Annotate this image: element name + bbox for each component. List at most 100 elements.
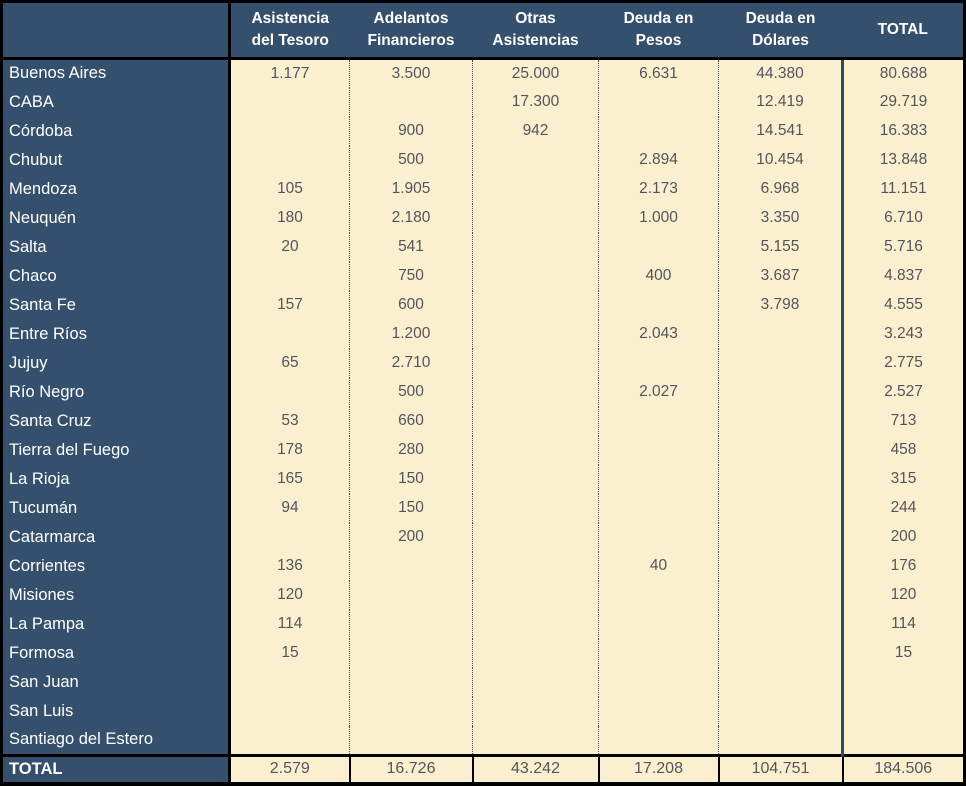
province-name: San Luis [1,696,231,726]
value-cell: 458 [841,435,965,465]
value-cell [349,551,473,581]
value-cell [229,696,350,726]
table-row: Salta 20 541 5.155 5.716 [1,232,965,262]
value-cell [598,232,719,262]
value-cell [598,493,719,523]
value-cell [841,667,965,697]
value-cell [598,464,719,494]
value-cell [229,116,350,146]
value-cell [472,435,599,465]
value-cell [472,232,599,262]
value-cell: 600 [349,290,473,320]
province-name: Córdoba [1,116,231,146]
value-cell [349,87,473,117]
header-row: Asistencia del Tesoro Adelantos Financie… [1,1,965,60]
value-cell: 20 [229,232,350,262]
value-cell [598,348,719,378]
value-cell: 3.500 [349,58,473,88]
value-cell: 3.350 [718,203,843,233]
value-cell: 40 [598,551,719,581]
value-cell: 11.151 [841,174,965,204]
value-cell: 280 [349,435,473,465]
value-cell: 2.180 [349,203,473,233]
province-name: Chubut [1,145,231,175]
province-name: San Juan [1,667,231,697]
value-cell [472,609,599,639]
value-cell: 4.837 [841,261,965,291]
province-name: Santa Fe [1,290,231,320]
value-cell [472,406,599,436]
total-row-label: TOTAL [1,753,231,784]
table-row: San Juan [1,667,965,697]
value-cell [349,609,473,639]
table-header: Asistencia del Tesoro Adelantos Financie… [1,1,965,60]
value-cell: 1.177 [229,58,350,88]
province-name: Misiones [1,580,231,610]
value-cell [472,319,599,349]
value-cell [718,348,843,378]
table-row: Corrientes 136 40 176 [1,551,965,581]
value-cell [598,580,719,610]
value-cell: 65 [229,348,350,378]
value-cell [718,696,843,726]
table-row: Córdoba 900 942 14.541 16.383 [1,116,965,146]
value-cell [841,696,965,726]
value-cell: 500 [349,145,473,175]
value-cell: 6.968 [718,174,843,204]
value-cell: 29.719 [841,87,965,117]
value-cell: 16.383 [841,116,965,146]
province-name: Formosa [1,638,231,668]
value-cell [472,290,599,320]
value-cell [229,522,350,552]
province-name: La Rioja [1,464,231,494]
value-cell: 2.527 [841,377,965,407]
column-header-deuda-en-dolares: Deuda en Dólares [718,1,843,60]
value-cell [472,551,599,581]
value-cell [349,725,473,755]
value-cell [229,87,350,117]
value-cell [472,725,599,755]
value-cell [598,609,719,639]
table-row: La Rioja 165 150 315 [1,464,965,494]
value-cell [349,667,473,697]
value-cell: 244 [841,493,965,523]
value-cell: 3.798 [718,290,843,320]
value-cell: 94 [229,493,350,523]
province-name: Corrientes [1,551,231,581]
value-cell [229,319,350,349]
table-row: La Pampa 114 114 [1,609,965,639]
value-cell: 180 [229,203,350,233]
value-cell [229,377,350,407]
table-row: Chubut 500 2.894 10.454 13.848 [1,145,965,175]
value-cell: 200 [349,522,473,552]
total-dolares: 104.751 [717,753,843,784]
value-cell [598,522,719,552]
value-cell [472,174,599,204]
total-asistencia: 2.579 [229,753,350,784]
value-cell [598,116,719,146]
value-cell [229,145,350,175]
value-cell [598,406,719,436]
value-cell: 713 [841,406,965,436]
value-cell: 15 [229,638,350,668]
table-row: Tierra del Fuego 178 280 458 [1,435,965,465]
value-cell [472,522,599,552]
value-cell [718,609,843,639]
table-row: Neuquén 180 2.180 1.000 3.350 6.710 [1,203,965,233]
value-cell [718,493,843,523]
value-cell: 541 [349,232,473,262]
value-cell [472,696,599,726]
province-name: Tucumán [1,493,231,523]
value-cell: 500 [349,377,473,407]
value-cell: 150 [349,464,473,494]
table-row: Mendoza 105 1.905 2.173 6.968 11.151 [1,174,965,204]
value-cell: 750 [349,261,473,291]
value-cell [598,667,719,697]
province-name: Neuquén [1,203,231,233]
value-cell: 12.419 [718,87,843,117]
value-cell [472,145,599,175]
corner-cell [1,1,231,60]
value-cell: 120 [841,580,965,610]
value-cell: 3.687 [718,261,843,291]
